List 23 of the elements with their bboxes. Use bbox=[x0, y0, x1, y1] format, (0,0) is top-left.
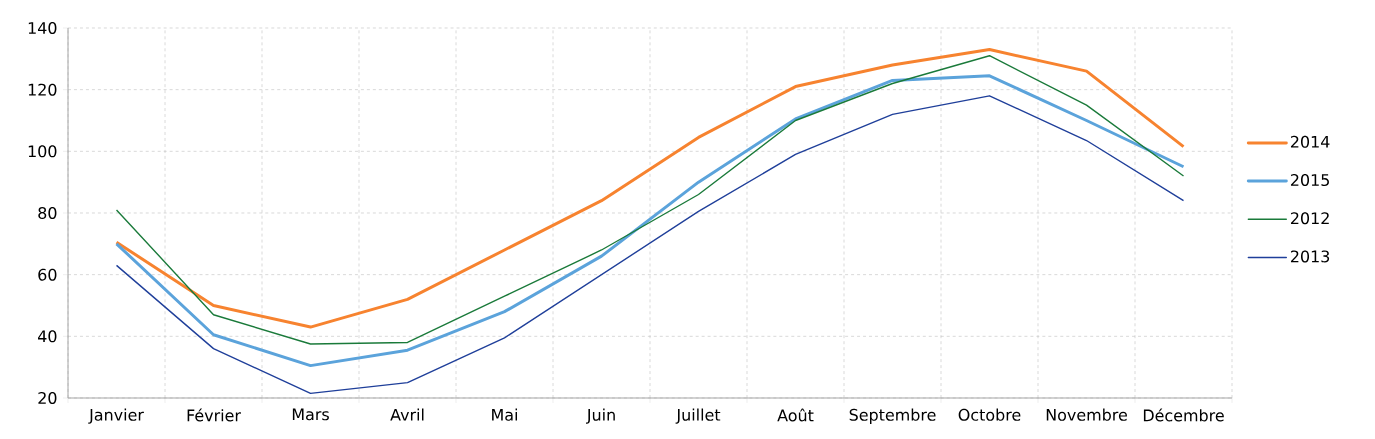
x-tick-label: Décembre bbox=[1143, 408, 1224, 422]
legend-label: 2013 bbox=[1290, 250, 1330, 263]
y-tick-label: 100 bbox=[28, 145, 57, 158]
y-tick-label: 80 bbox=[38, 206, 57, 220]
x-tick-label: Juin bbox=[586, 408, 615, 424]
x-tick-label: Novembre bbox=[1046, 408, 1127, 421]
legend-label: 2014 bbox=[1290, 135, 1330, 148]
y-tick-label: 20 bbox=[38, 391, 57, 405]
x-tick-label: Avril bbox=[390, 408, 424, 421]
y-tick-label: 140 bbox=[28, 21, 57, 35]
x-tick-label: Mars bbox=[292, 408, 329, 421]
legend-label: 2012 bbox=[1290, 212, 1329, 225]
x-tick-label: Octobre bbox=[958, 408, 1021, 421]
x-tick-label: Juillet bbox=[675, 408, 721, 424]
x-tick-label: Août bbox=[777, 408, 814, 422]
x-tick-label: Janvier bbox=[88, 408, 144, 424]
x-tick-label: Février bbox=[187, 408, 241, 422]
y-tick-label: 120 bbox=[28, 83, 57, 96]
y-tick-label: 60 bbox=[38, 268, 57, 281]
x-tick-label: Mai bbox=[492, 408, 517, 421]
x-tick-label: Septembre bbox=[849, 408, 936, 424]
legend-label: 2015 bbox=[1290, 173, 1329, 187]
y-tick-label: 40 bbox=[38, 330, 57, 343]
